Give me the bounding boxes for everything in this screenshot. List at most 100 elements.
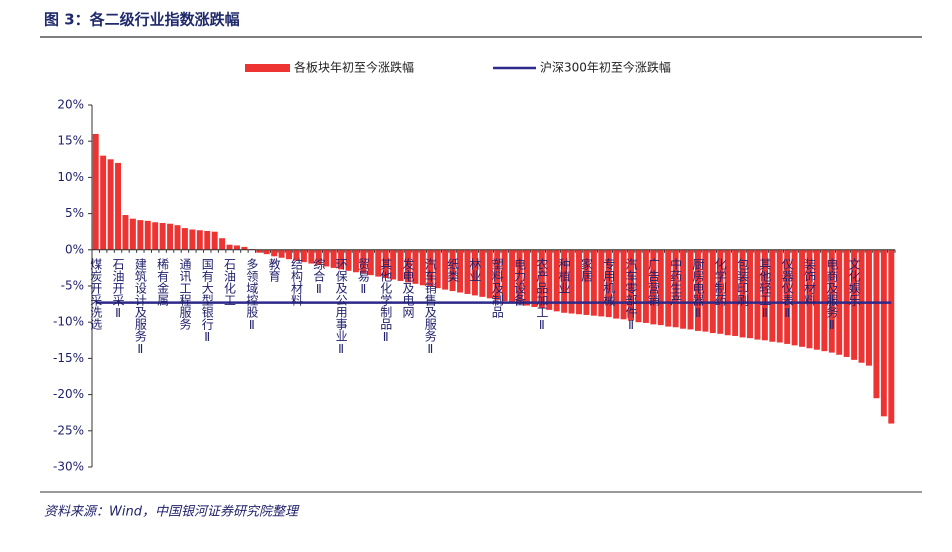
bar bbox=[888, 249, 895, 424]
legend-swatch-bar bbox=[245, 64, 290, 72]
bar bbox=[776, 249, 783, 343]
bar bbox=[360, 249, 367, 274]
y-tick-label: -30% bbox=[53, 460, 84, 474]
bar bbox=[546, 249, 553, 310]
bar bbox=[657, 249, 664, 326]
bar bbox=[352, 249, 359, 273]
bar bbox=[516, 249, 523, 305]
x-tick-label: 煤炭开采洗选 bbox=[89, 257, 103, 330]
bar bbox=[732, 249, 739, 336]
bar bbox=[434, 249, 441, 289]
bar bbox=[137, 220, 144, 250]
bar bbox=[509, 249, 516, 303]
bar bbox=[397, 249, 404, 281]
bar bbox=[486, 249, 493, 299]
bar bbox=[628, 249, 635, 321]
x-tick-label: 仪器仪表Ⅱ bbox=[780, 258, 794, 320]
bar bbox=[813, 249, 820, 350]
y-tick-label: -10% bbox=[53, 315, 84, 329]
bar bbox=[405, 249, 411, 283]
bar bbox=[427, 249, 434, 287]
bar bbox=[851, 249, 858, 360]
bar bbox=[338, 249, 345, 270]
x-tick-label: 石油化工 bbox=[223, 258, 237, 306]
bar bbox=[784, 249, 791, 344]
x-tick-label: 其他轻工Ⅱ bbox=[758, 257, 772, 319]
bar bbox=[226, 244, 233, 250]
y-tick-label: -20% bbox=[53, 387, 84, 401]
x-tick-label: 装饰材料 bbox=[802, 257, 816, 305]
bar bbox=[642, 249, 649, 323]
x-tick-label: 化学制药 bbox=[713, 257, 727, 305]
bar bbox=[300, 249, 307, 263]
bar bbox=[523, 249, 530, 306]
y-tick-label: -25% bbox=[53, 423, 84, 437]
y-tick-label: 0% bbox=[65, 242, 84, 256]
bar bbox=[873, 249, 880, 399]
bar bbox=[107, 159, 114, 250]
x-tick-label: 厨房电器Ⅱ bbox=[691, 257, 705, 319]
bar bbox=[799, 249, 806, 347]
bar bbox=[159, 223, 166, 250]
bar bbox=[694, 249, 701, 331]
bar bbox=[412, 249, 419, 284]
bar bbox=[531, 249, 538, 307]
bar bbox=[181, 228, 188, 250]
bar bbox=[866, 249, 872, 366]
bar bbox=[568, 249, 575, 314]
bar bbox=[553, 249, 560, 312]
bar bbox=[620, 249, 627, 320]
y-tick-label: 15% bbox=[57, 134, 84, 148]
bar bbox=[345, 249, 352, 271]
x-tick-label: 文化娱乐 bbox=[847, 256, 861, 305]
bar bbox=[613, 249, 620, 319]
bar bbox=[442, 249, 449, 290]
bar bbox=[806, 249, 813, 349]
bar bbox=[92, 133, 99, 250]
x-tick-label: 稀有金属 bbox=[156, 257, 170, 306]
bar bbox=[761, 249, 768, 341]
x-tick-label: 电力设备 bbox=[513, 257, 527, 306]
bar bbox=[256, 249, 263, 253]
bar bbox=[464, 249, 471, 294]
x-tick-label: 汽车零部件Ⅱ bbox=[624, 256, 638, 331]
y-tick-label: 10% bbox=[57, 170, 84, 184]
bar bbox=[419, 249, 426, 286]
x-tick-label: 塑料及制品 bbox=[490, 256, 504, 317]
bar bbox=[219, 238, 226, 250]
x-tick-label: 综合Ⅱ bbox=[312, 257, 326, 295]
bar bbox=[709, 249, 716, 334]
bar bbox=[263, 249, 270, 255]
bar bbox=[672, 249, 679, 328]
bar bbox=[687, 249, 694, 330]
bar bbox=[122, 215, 129, 250]
bar bbox=[204, 230, 211, 250]
bar bbox=[754, 249, 761, 340]
bar bbox=[576, 249, 582, 315]
x-tick-label: 多领域控股Ⅱ bbox=[245, 257, 259, 331]
bar bbox=[702, 249, 709, 332]
bar bbox=[747, 249, 753, 339]
bar bbox=[650, 249, 657, 325]
x-tick-label: 包装印刷 bbox=[736, 257, 750, 305]
bar bbox=[367, 249, 374, 276]
bar bbox=[561, 249, 568, 313]
source: 资料来源：Wind，中国银河证券研究院整理 bbox=[44, 504, 300, 520]
bar bbox=[821, 249, 828, 352]
bar bbox=[241, 246, 248, 250]
y-tick-label: -15% bbox=[53, 351, 84, 365]
bar bbox=[234, 245, 240, 250]
bar bbox=[152, 222, 159, 250]
bar bbox=[501, 249, 508, 302]
bar bbox=[583, 249, 590, 315]
bar bbox=[211, 231, 218, 250]
x-tick-label: 国有大型银行Ⅱ bbox=[200, 258, 214, 344]
bar bbox=[880, 249, 887, 417]
legend-label: 沪深300年初至今涨跌幅 bbox=[540, 60, 671, 75]
x-tick-label: 中药生产 bbox=[669, 256, 683, 306]
bar bbox=[598, 249, 605, 317]
bar bbox=[791, 249, 798, 346]
bar bbox=[724, 249, 731, 336]
bar bbox=[590, 249, 597, 316]
